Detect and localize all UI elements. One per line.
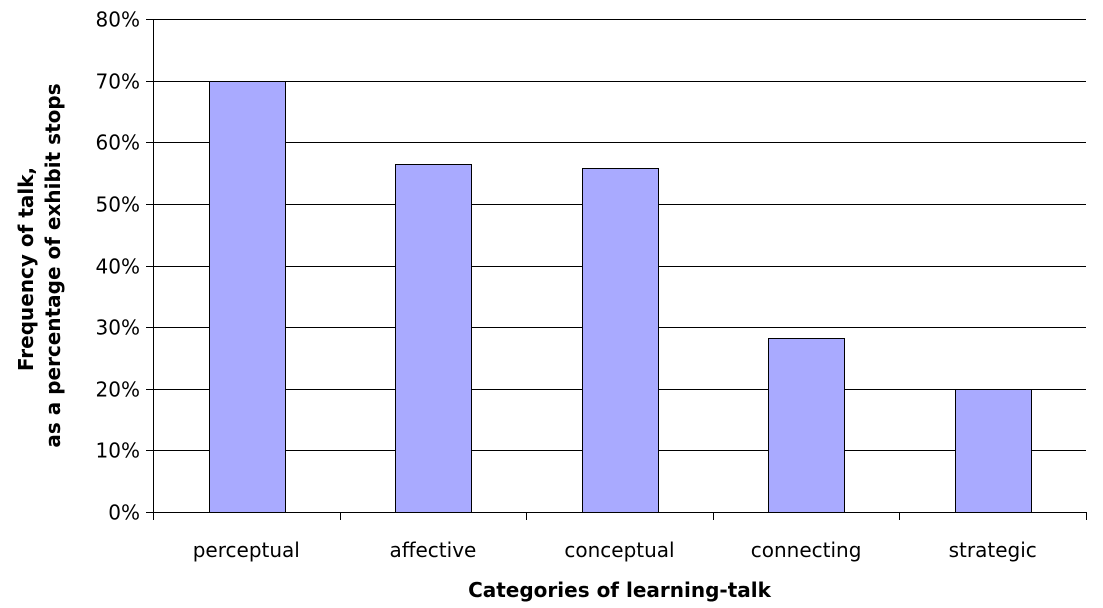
y-tick-label: 50% bbox=[96, 193, 140, 217]
bars bbox=[209, 81, 1032, 513]
bar-conceptual bbox=[582, 168, 659, 513]
y-axis-ticks bbox=[146, 19, 153, 513]
x-tick-label-connecting: connecting bbox=[751, 538, 862, 562]
y-tick-label: 20% bbox=[96, 378, 140, 402]
bar-affective bbox=[395, 164, 472, 513]
y-tick-label: 70% bbox=[96, 70, 140, 94]
x-axis-ticks bbox=[153, 512, 1087, 520]
y-tick-label: 10% bbox=[96, 439, 140, 463]
y-axis-title-line-2: as a percentage of exhibit stops bbox=[41, 83, 65, 447]
x-tick-label-affective: affective bbox=[389, 538, 476, 562]
x-axis-tick-labels: perceptual affective conceptual connecting s… bbox=[193, 538, 1037, 562]
y-tick-label: 30% bbox=[96, 316, 140, 340]
y-tick-label: 80% bbox=[96, 8, 140, 32]
y-axis-title: Frequency of talk, as a percentage of ex… bbox=[14, 83, 65, 447]
y-tick-label: 60% bbox=[96, 131, 140, 155]
bar-perceptual bbox=[209, 81, 286, 513]
axes bbox=[153, 19, 1086, 513]
x-tick-label-perceptual: perceptual bbox=[193, 538, 300, 562]
y-axis-title-line-1: Frequency of talk, bbox=[14, 167, 38, 371]
bar-strategic bbox=[955, 389, 1032, 513]
bar-connecting bbox=[768, 338, 845, 513]
x-tick-label-conceptual: conceptual bbox=[564, 538, 674, 562]
x-axis-title: Categories of learning-talk bbox=[468, 578, 772, 602]
x-tick-label-strategic: strategic bbox=[949, 538, 1037, 562]
y-tick-label: 0% bbox=[108, 501, 140, 525]
y-tick-label: 40% bbox=[96, 255, 140, 279]
y-axis-tick-labels: 0% 10% 20% 30% 40% 50% 60% 70% 80% bbox=[96, 8, 140, 525]
